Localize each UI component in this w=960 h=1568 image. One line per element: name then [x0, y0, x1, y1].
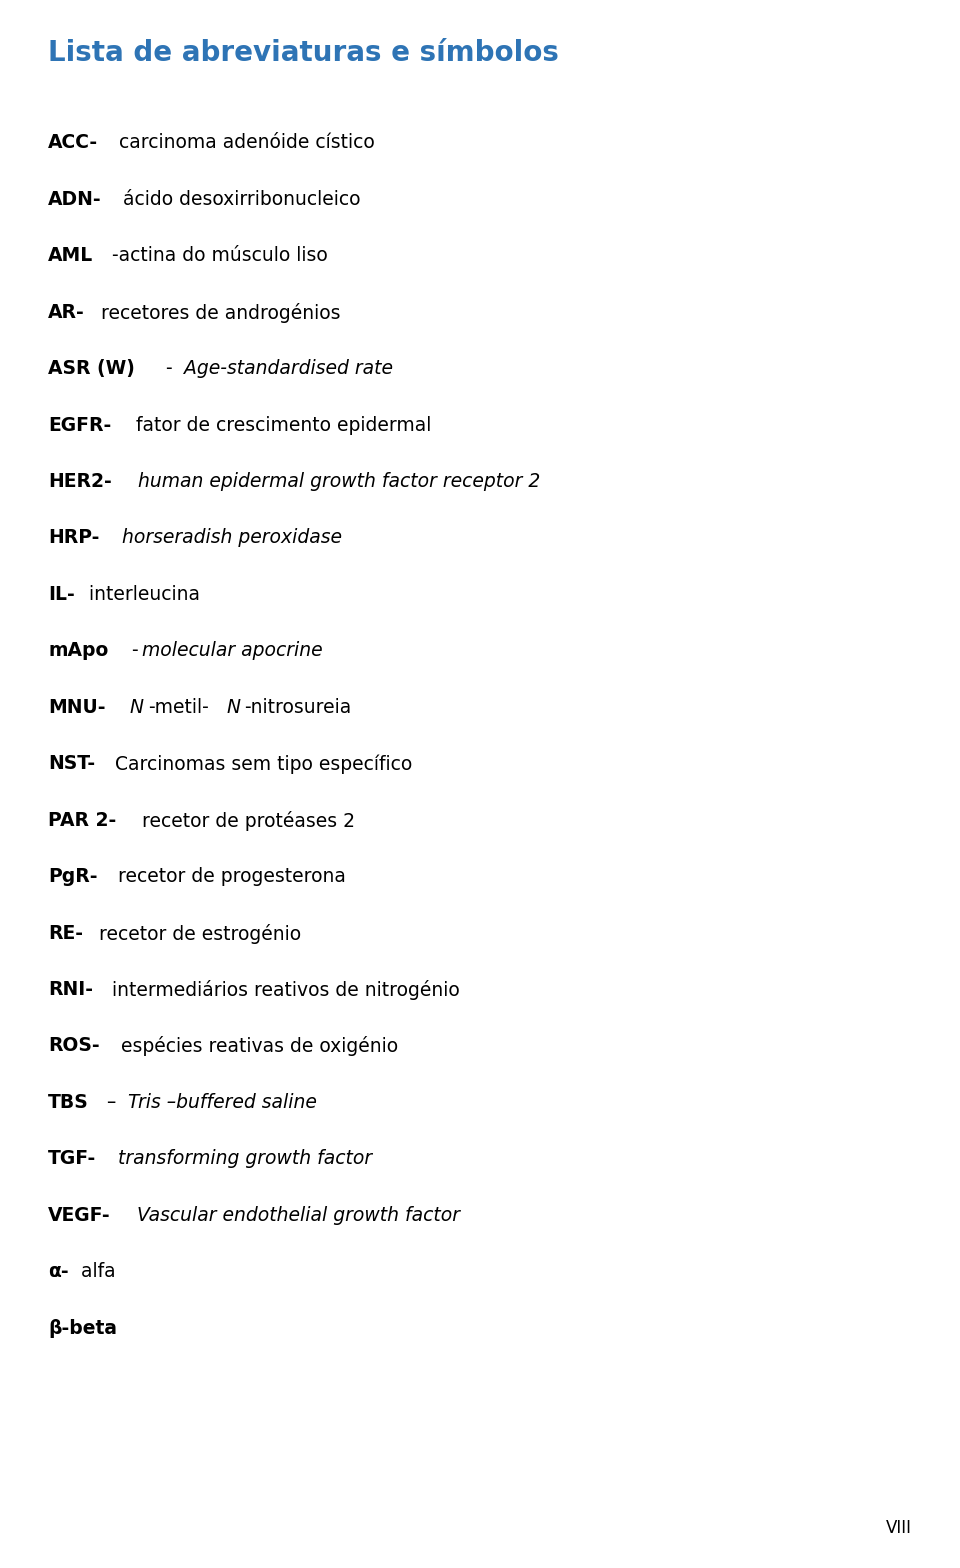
Text: VEGF-: VEGF- — [48, 1206, 110, 1225]
Text: EGFR-: EGFR- — [48, 416, 111, 434]
Text: AML: AML — [48, 246, 93, 265]
Text: transforming growth factor: transforming growth factor — [118, 1149, 372, 1168]
Text: ROS-: ROS- — [48, 1036, 100, 1055]
Text: PgR-: PgR- — [48, 867, 98, 886]
Text: RNI-: RNI- — [48, 980, 93, 999]
Text: molecular apocrine: molecular apocrine — [142, 641, 323, 660]
Text: -nitrosureia: -nitrosureia — [245, 698, 351, 717]
Text: interleucina: interleucina — [83, 585, 200, 604]
Text: recetor de estrogénio: recetor de estrogénio — [93, 924, 301, 944]
Text: AR-: AR- — [48, 303, 84, 321]
Text: alfa: alfa — [75, 1262, 115, 1281]
Text: β-beta: β-beta — [48, 1319, 117, 1338]
Text: ASR (W): ASR (W) — [48, 359, 134, 378]
Text: Lista de abreviaturas e símbolos: Lista de abreviaturas e símbolos — [48, 39, 559, 67]
Text: TGF-: TGF- — [48, 1149, 96, 1168]
Text: -metil-: -metil- — [148, 698, 208, 717]
Text: HER2-: HER2- — [48, 472, 111, 491]
Text: α-: α- — [48, 1262, 68, 1281]
Text: –: – — [101, 1093, 122, 1112]
Text: ácido desoxirribonucleico: ácido desoxirribonucleico — [117, 190, 361, 209]
Text: NST-: NST- — [48, 754, 95, 773]
Text: ACC-: ACC- — [48, 133, 98, 152]
Text: Tris –buffered saline: Tris –buffered saline — [128, 1093, 317, 1112]
Text: recetores de androgénios: recetores de androgénios — [95, 303, 341, 323]
Text: horseradish peroxidase: horseradish peroxidase — [122, 528, 342, 547]
Text: TBS: TBS — [48, 1093, 88, 1112]
Text: -: - — [160, 359, 179, 378]
Text: recetor de protéases 2: recetor de protéases 2 — [136, 811, 355, 831]
Text: Age-standardised rate: Age-standardised rate — [184, 359, 394, 378]
Text: ADN-: ADN- — [48, 190, 102, 209]
Text: -actina do músculo liso: -actina do músculo liso — [107, 246, 328, 265]
Text: Carcinomas sem tipo específico: Carcinomas sem tipo específico — [108, 754, 412, 773]
Text: recetor de progesterona: recetor de progesterona — [112, 867, 346, 886]
Text: -: - — [126, 641, 138, 660]
Text: PAR 2-: PAR 2- — [48, 811, 116, 829]
Text: MNU-: MNU- — [48, 698, 106, 717]
Text: Vascular endothelial growth factor: Vascular endothelial growth factor — [136, 1206, 460, 1225]
Text: HRP-: HRP- — [48, 528, 100, 547]
Text: fator de crescimento epidermal: fator de crescimento epidermal — [130, 416, 431, 434]
Text: human epidermal growth factor receptor 2: human epidermal growth factor receptor 2 — [138, 472, 540, 491]
Text: RE-: RE- — [48, 924, 83, 942]
Text: VIII: VIII — [886, 1519, 912, 1537]
Text: mApo: mApo — [48, 641, 108, 660]
Text: intermediários reativos de nitrogénio: intermediários reativos de nitrogénio — [106, 980, 460, 1000]
Text: carcinoma adenóide cístico: carcinoma adenóide cístico — [112, 133, 374, 152]
Text: N: N — [130, 698, 144, 717]
Text: espécies reativas de oxigénio: espécies reativas de oxigénio — [114, 1036, 397, 1057]
Text: N: N — [227, 698, 240, 717]
Text: IL-: IL- — [48, 585, 75, 604]
